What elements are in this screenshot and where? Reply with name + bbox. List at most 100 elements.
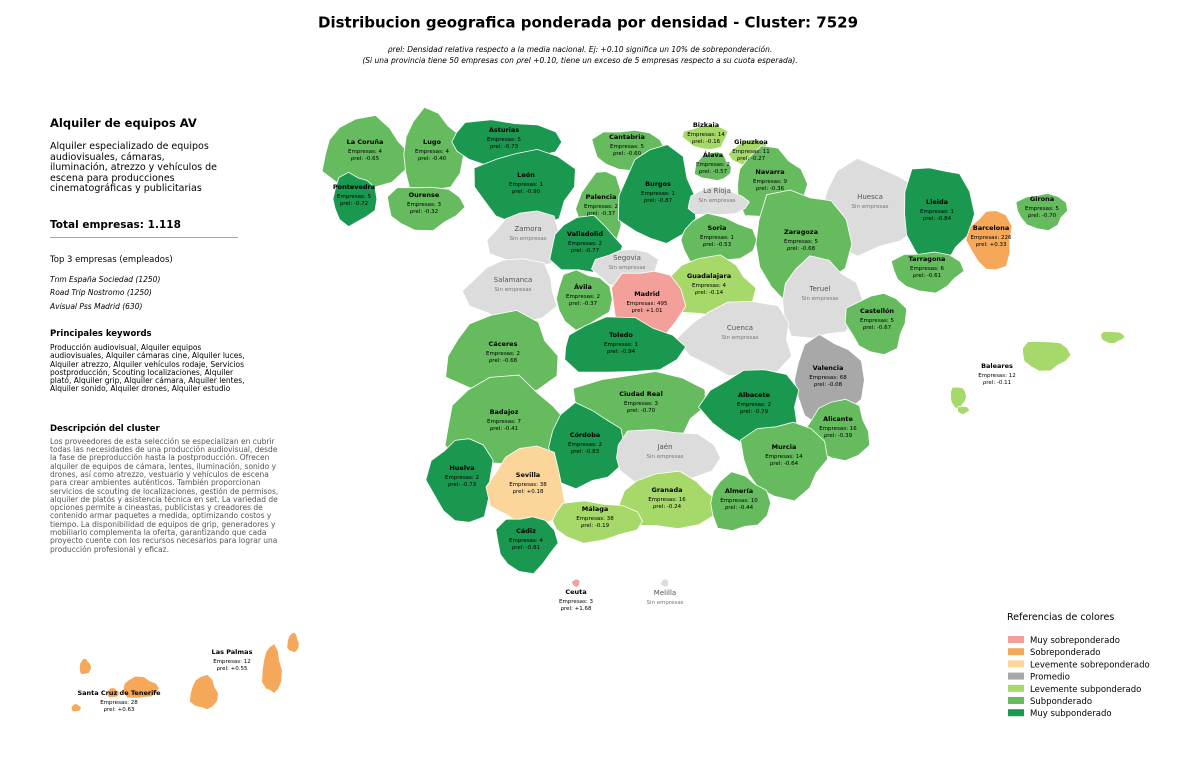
- top-item: Road Trip Nostromo (1250): [50, 288, 152, 297]
- province-rho: ρrel: -0.37: [569, 301, 598, 307]
- province-status: Sin empresas: [646, 600, 683, 606]
- province-count: Empresas: 2: [584, 204, 618, 210]
- province-rho: ρrel: -0.94: [607, 349, 636, 355]
- province-count: Empresas: 5: [860, 318, 895, 324]
- legend-swatch: [1008, 636, 1024, 643]
- province-count: Empresas: 9: [753, 179, 788, 185]
- province-shape: [403, 106, 465, 196]
- province-shape: [332, 171, 378, 228]
- province-status: Sin empresas: [851, 204, 888, 210]
- province-count: Empresas: 16: [648, 497, 686, 503]
- legend-swatch: [1008, 709, 1024, 717]
- province-name: Girona: [1030, 195, 1054, 203]
- province-name: Castellón: [860, 307, 894, 315]
- province-name: Salamanca: [494, 276, 533, 284]
- province-name: Zamora: [514, 225, 541, 233]
- province-rho: ρrel: -0.68: [489, 358, 518, 364]
- province-count: Empresas: 4: [415, 149, 450, 155]
- province-name: Burgos: [645, 180, 671, 188]
- province-status: Sin empresas: [509, 236, 546, 242]
- province-count: Empresas: 1: [604, 342, 638, 348]
- province-shape: [548, 402, 626, 490]
- province-rho: ρrel: -0.44: [725, 505, 754, 511]
- province-count: Empresas: 4: [509, 538, 544, 544]
- province-rho: ρrel: -0.83: [571, 449, 600, 455]
- province-count: Empresas: 2: [566, 294, 600, 300]
- province-count: Empresas: 4: [692, 283, 727, 289]
- province-name: Barcelona: [973, 224, 1010, 232]
- province-name: Lleida: [926, 198, 948, 206]
- province-rho: ρrel: -0.40: [418, 156, 447, 162]
- province-rho: ρrel: +1.68: [561, 606, 593, 612]
- province-status: Sin empresas: [646, 454, 683, 460]
- province-rho: ρrel: -0.65: [351, 156, 380, 162]
- province-status: Sin empresas: [608, 265, 645, 271]
- province-count: Empresas: 1: [641, 191, 675, 197]
- province-name: Las Palmas: [212, 648, 253, 656]
- province-name: Ávila: [574, 282, 592, 291]
- legend-label: Muy subponderado: [1030, 709, 1112, 719]
- province-count: Empresas: 2: [737, 402, 771, 408]
- province-name: Jaén: [656, 443, 672, 451]
- province-shape: [106, 687, 120, 699]
- province-shape: [461, 258, 558, 323]
- province-name: Sevilla: [516, 471, 540, 479]
- province-name: La Coruña: [347, 138, 384, 146]
- province-name: Córdoba: [570, 431, 601, 439]
- province-rho: ρrel: -0.14: [695, 290, 724, 296]
- description: Los proveedores de esta selección se esp…: [50, 436, 279, 554]
- province-shape: [564, 316, 687, 373]
- province-count: Empresas: 2: [568, 241, 602, 247]
- province-shape: [425, 438, 494, 523]
- province-shape: [485, 445, 566, 527]
- legend-swatch: [1008, 684, 1024, 692]
- province-name: Melilla: [654, 589, 676, 597]
- legend-label: Muy sobreponderado: [1030, 636, 1120, 646]
- top-item: Tnm España Sociedad (1250): [50, 274, 161, 284]
- province-count: Empresas: 16: [819, 426, 857, 432]
- province-rho: ρrel: -0.68: [787, 246, 816, 252]
- sidebar: Alquiler de equipos AV Alquiler especial…: [50, 116, 278, 554]
- province-count: Empresas: 5: [1025, 206, 1060, 212]
- province-shape: [1015, 192, 1068, 232]
- top-item: Avisual Pss Madrid (630): [50, 301, 143, 311]
- keywords: Producción audiovisual, Alquiler equipos…: [50, 343, 245, 394]
- legend-swatch: [1008, 697, 1024, 704]
- province-name: Lugo: [423, 138, 441, 146]
- province-rho: ρrel: -0.27: [737, 156, 766, 162]
- province-rho: ρrel: +0.55: [217, 666, 249, 672]
- province-shape: [681, 124, 729, 150]
- province-rho: ρrel: -0.72: [340, 201, 368, 207]
- top-list: Tnm España Sociedad (1250) Road Trip Nos…: [50, 273, 265, 314]
- province-count: Empresas: 12: [978, 373, 1016, 379]
- province-shape: [122, 675, 160, 699]
- province-rho: ρrel: -0.73: [448, 482, 477, 488]
- province-count: Empresas: 3: [407, 202, 442, 208]
- legend-label: Promedio: [1030, 673, 1070, 683]
- province-rho: ρrel: -0.79: [740, 409, 769, 415]
- province-rho: ρrel: -0.70: [627, 408, 656, 414]
- province-count: Empresas: 226: [970, 235, 1012, 241]
- province-rho: ρrel: +0.33: [976, 242, 1008, 248]
- province-name: Cádiz: [516, 527, 536, 535]
- province-status: Sin empresas: [721, 335, 758, 341]
- province-count: Empresas: 10: [720, 498, 758, 504]
- province-shape: [555, 269, 613, 331]
- province-shape: [687, 186, 750, 215]
- province-count: Empresas: 5: [487, 137, 522, 143]
- province-name: Tarragona: [909, 255, 946, 263]
- legend-label: Levemente subponderado: [1030, 685, 1141, 695]
- province-shape: [495, 516, 559, 575]
- province-name: Santa Cruz de Tenerife: [77, 689, 161, 697]
- province-name: Huelva: [449, 464, 474, 472]
- province-name: Albacete: [738, 391, 771, 399]
- province-count: Empresas: 7: [487, 419, 522, 425]
- province-rho: ρrel: +0.18: [513, 489, 545, 495]
- province-rho: ρrel: -0.36: [756, 186, 785, 192]
- legend-label: Subponderado: [1030, 697, 1092, 707]
- province-shape: [693, 151, 732, 182]
- province-rho: ρrel: -0.90: [512, 189, 541, 195]
- province-count: Empresas: 3: [559, 599, 594, 605]
- province-name: La Rioja: [703, 187, 731, 195]
